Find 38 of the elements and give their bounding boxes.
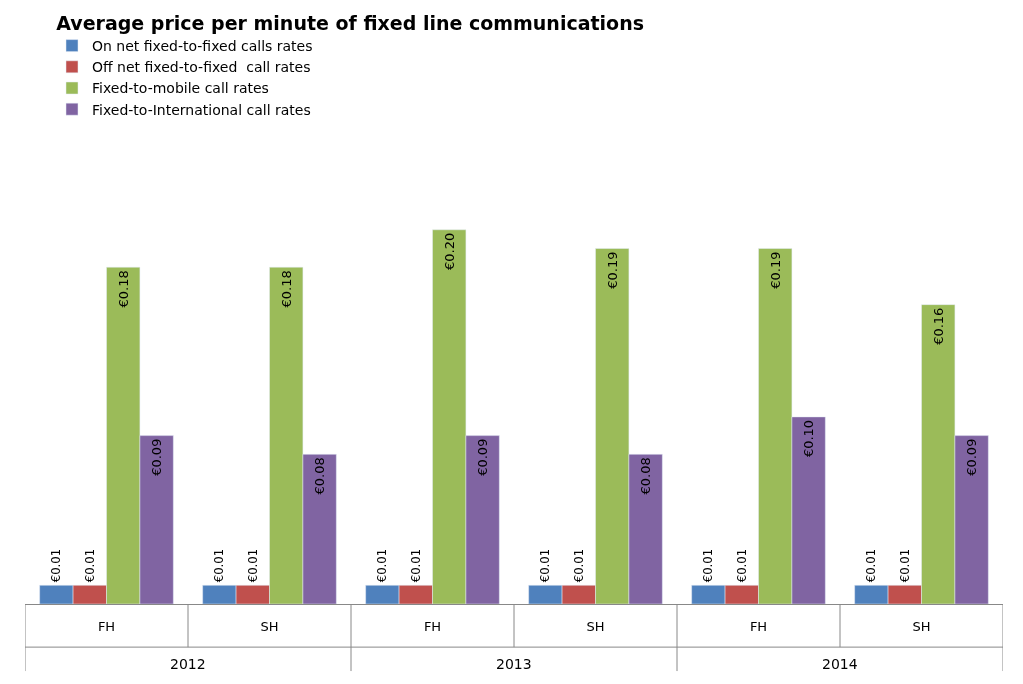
data-label: €0.08: [312, 457, 328, 495]
data-label: €0.19: [767, 251, 783, 289]
data-label: €0.01: [408, 548, 423, 583]
data-label: €0.09: [149, 438, 165, 476]
x-tick-label: SH: [586, 618, 605, 634]
data-label: €0.01: [82, 548, 97, 583]
x-tick-label: FH: [749, 618, 768, 634]
data-label: €0.10: [801, 419, 817, 458]
data-label: €0.01: [571, 548, 586, 583]
data-label: €0.01: [538, 548, 553, 583]
legend-label: Fixed-to-mobile call rates: [92, 80, 269, 97]
x-tick-label: FH: [423, 618, 442, 634]
data-label: €0.18: [278, 270, 294, 308]
x-tick-label: FH: [97, 618, 116, 634]
data-label: €0.01: [49, 548, 64, 583]
data-label: €0.01: [897, 548, 912, 583]
data-label: €0.01: [701, 548, 716, 583]
legend-label: Fixed-to-International call rates: [92, 101, 311, 118]
data-label: €0.16: [930, 307, 946, 345]
data-label: €0.19: [604, 251, 620, 289]
data-label: €0.01: [864, 548, 879, 583]
text: 2013: [496, 656, 532, 672]
data-label: €0.01: [212, 548, 227, 583]
data-label: €0.09: [964, 438, 980, 476]
chart-title: Average price per minute of fixed line communications: [56, 12, 644, 35]
legend-label: Off net fixed-to-fixed call rates: [92, 59, 311, 76]
text: 2012: [170, 656, 206, 672]
x-tick-label: SH: [912, 618, 931, 634]
data-label: €0.01: [734, 548, 749, 583]
data-label: €0.20: [441, 232, 457, 270]
legend-label: On net fixed-to-fixed calls rates: [92, 38, 313, 55]
data-label: €0.08: [638, 457, 654, 495]
data-label: €0.18: [115, 270, 131, 308]
data-label: €0.01: [245, 548, 260, 583]
data-label: €0.09: [475, 438, 491, 476]
text: 2014: [822, 656, 858, 672]
x-tick-label: SH: [260, 618, 279, 634]
data-label: €0.01: [375, 548, 390, 583]
